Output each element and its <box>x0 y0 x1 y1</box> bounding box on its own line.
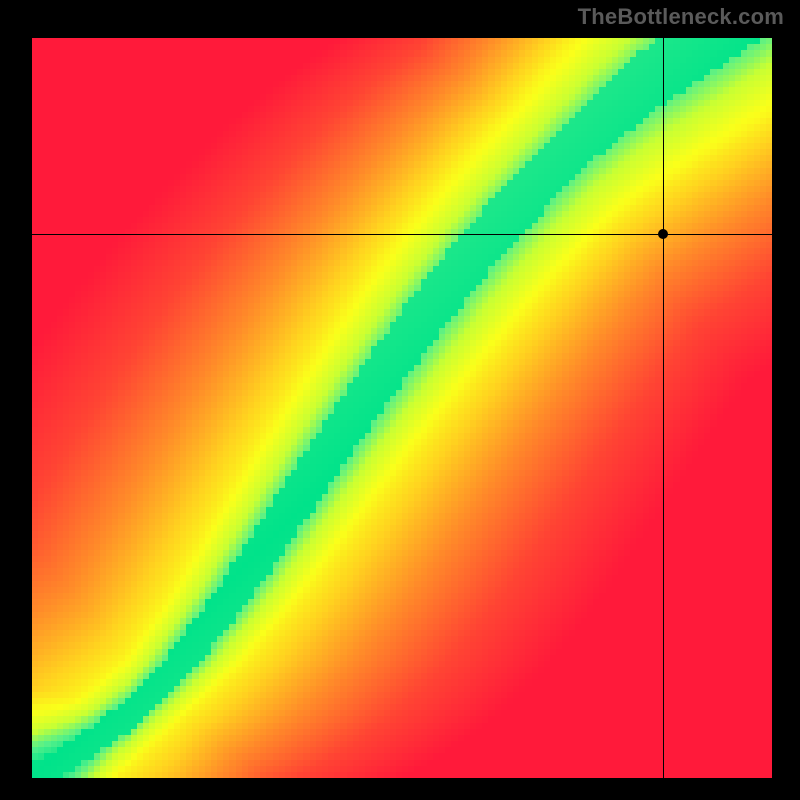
chart-root: TheBottleneck.com <box>0 0 800 800</box>
plot-area <box>32 38 772 778</box>
watermark-text: TheBottleneck.com <box>578 4 784 30</box>
heatmap-canvas <box>32 38 772 778</box>
